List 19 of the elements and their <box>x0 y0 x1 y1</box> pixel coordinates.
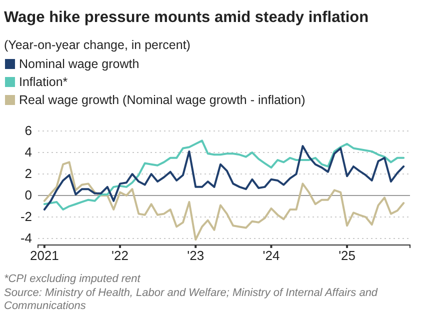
line-series <box>43 161 405 241</box>
x-tick-label: '23 <box>187 248 204 264</box>
legend-label: Nominal wage growth <box>19 57 140 71</box>
chart-subtitle: (Year-on-year change, in percent) <box>4 38 190 52</box>
x-tick-label: '22 <box>112 248 128 264</box>
chart-title: Wage hike pressure mounts amid steady inflation <box>4 9 369 26</box>
y-tick-label: -2 <box>20 209 32 224</box>
y-tick-label: -4 <box>20 230 32 246</box>
x-tick-label: '24 <box>262 248 280 264</box>
source-note: Source: Ministry of Health, Labor and Welfare; Ministry of Internal Affairs and Communications <box>4 287 378 312</box>
y-tick-label: 2 <box>24 166 32 182</box>
y-tick-label: 0 <box>24 188 32 203</box>
legend-label: Inflation* <box>19 75 68 89</box>
text: *CPI excluding imputed rent <box>4 273 142 285</box>
legend-label: Real wage growth (Nominal wage growth - inflation) <box>19 93 306 107</box>
x-tick-label: '25 <box>338 248 356 264</box>
y-tick-label: 4 <box>24 144 32 160</box>
y-tick-label: 6 <box>24 123 32 138</box>
x-tick-label: 2021 <box>30 248 59 264</box>
